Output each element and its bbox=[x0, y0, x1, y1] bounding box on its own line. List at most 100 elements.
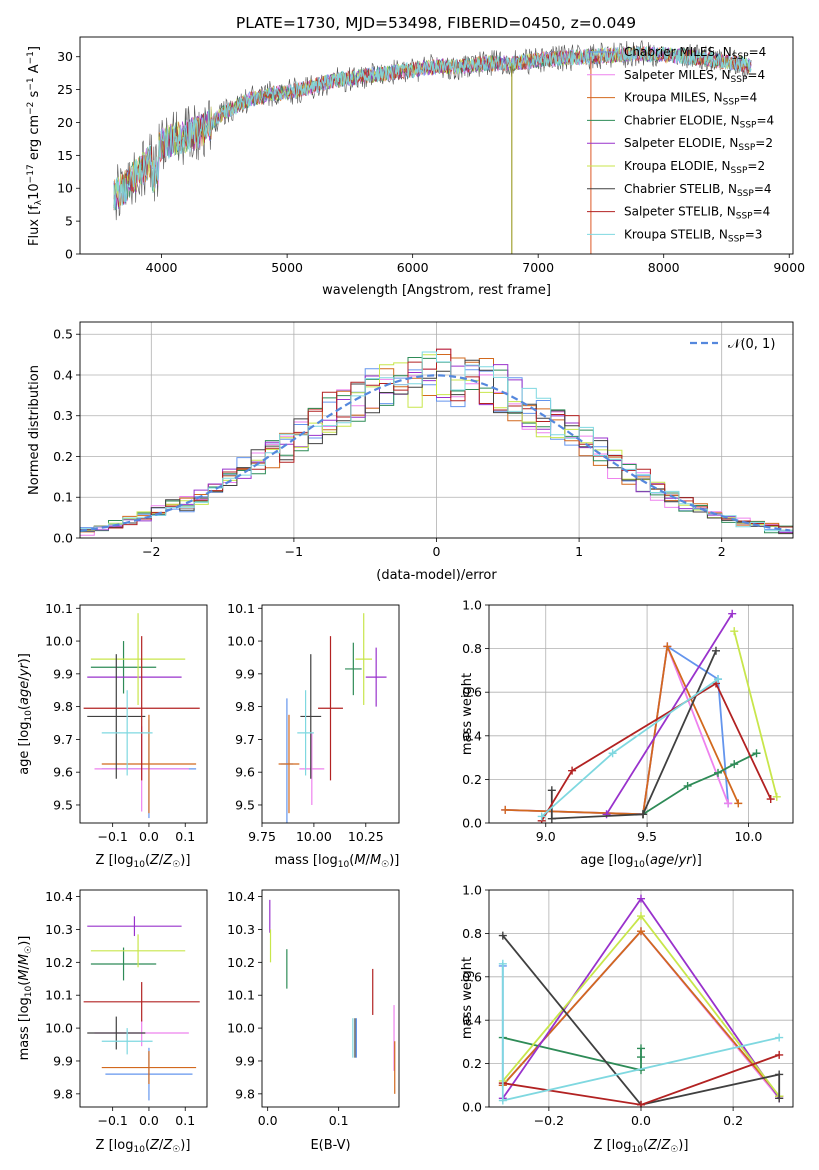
label-part: =4 bbox=[740, 91, 758, 105]
x-tick-label: −2 bbox=[142, 544, 160, 559]
plot-area bbox=[83, 916, 200, 1101]
label-part: )] bbox=[17, 936, 32, 946]
y-tick-label: 1.0 bbox=[462, 883, 482, 898]
x-tick-label: 2 bbox=[718, 544, 726, 559]
weight-marker bbox=[639, 810, 648, 819]
y-tick-label: 0.0 bbox=[462, 1100, 482, 1115]
x-tick-label: 9000 bbox=[773, 260, 805, 275]
weight-marker bbox=[547, 786, 556, 795]
y-tick-label: 10.0 bbox=[227, 634, 255, 649]
label-part: 10 bbox=[27, 183, 42, 200]
weight-series-line bbox=[502, 1036, 642, 1072]
label-part: 10 bbox=[133, 1145, 145, 1155]
weight-marker bbox=[772, 792, 781, 801]
x-tick-label: 0.0 bbox=[139, 829, 159, 844]
legend-label: Salpeter ELODIE, NSSP=2 bbox=[624, 136, 773, 153]
legend-label: Kroupa STELIB, NSSP=3 bbox=[624, 227, 762, 244]
label-part: Chabrier MILES, N bbox=[624, 45, 732, 59]
y-tick-label: 30 bbox=[57, 49, 73, 64]
weight-marker bbox=[602, 810, 611, 819]
label-part: =4 bbox=[753, 205, 771, 219]
label-part: Z [log bbox=[96, 853, 134, 868]
legend-label: Chabrier STELIB, NSSP=4 bbox=[624, 182, 772, 199]
x-tick-label: 10.00 bbox=[296, 829, 332, 844]
y-tick-label: 0.4 bbox=[462, 1013, 482, 1028]
label-part: ( bbox=[17, 981, 32, 986]
label-part: / bbox=[159, 1138, 164, 1153]
label-part: ☉ bbox=[670, 1145, 678, 1155]
spectrum-line bbox=[113, 46, 752, 211]
label-part: / bbox=[17, 964, 32, 969]
y-tick-label: 20 bbox=[57, 115, 73, 130]
y-axis-label: age [log10(age/yr)] bbox=[17, 653, 34, 775]
weight-marker bbox=[724, 799, 733, 808]
plot-area bbox=[269, 899, 396, 1094]
weight-marker bbox=[663, 642, 672, 651]
label-part: ( bbox=[645, 853, 650, 868]
y-tick-label: 10.3 bbox=[227, 922, 255, 937]
y-tick-label: 0.3 bbox=[53, 408, 73, 423]
label-part: SSP bbox=[740, 120, 757, 130]
x-tick-label: −1 bbox=[285, 544, 303, 559]
axes-frame bbox=[79, 604, 208, 824]
weight-marker bbox=[501, 805, 510, 814]
label-part: / bbox=[366, 853, 371, 868]
label-part: SSP bbox=[732, 52, 749, 62]
label-part: / bbox=[159, 853, 164, 868]
x-tick-label: 6000 bbox=[397, 260, 429, 275]
label-part: age [log bbox=[580, 853, 633, 868]
y-tick-label: 0.4 bbox=[462, 728, 482, 743]
x-tick-label: 9.0 bbox=[536, 829, 556, 844]
label-part: / bbox=[17, 676, 32, 681]
weight-marker bbox=[498, 1096, 507, 1105]
z-mass-panel: −0.1 0.0 0.1 9.8 9.9 10.0 10.1 10.2 10.3 10.4 Z [l… bbox=[17, 889, 208, 1155]
label-part: Salpeter MILES, N bbox=[624, 68, 731, 82]
y-tick-label: 10.3 bbox=[45, 922, 73, 937]
y-tick-label: 9.9 bbox=[235, 1053, 255, 1068]
x-tick-label: 7000 bbox=[522, 260, 554, 275]
weight-series-line bbox=[733, 630, 778, 798]
label-part: SSP bbox=[723, 98, 740, 108]
x-axis-label: age [log10(age/yr)] bbox=[580, 853, 702, 870]
y-tick-label: 10.4 bbox=[227, 889, 255, 904]
x-tick-label: 0.2 bbox=[723, 1113, 743, 1128]
label-part: −17 bbox=[26, 164, 36, 183]
z-age-panel: −0.1 0.0 0.19.59.69.79.89.910.010.1Z [log1… bbox=[17, 601, 208, 870]
y-tick-label: 0.8 bbox=[462, 641, 482, 656]
label-part: M bbox=[17, 969, 32, 980]
label-part: =4 bbox=[754, 182, 772, 196]
x-tick-label: 0 bbox=[433, 544, 441, 559]
label-part: Kroupa MILES, N bbox=[624, 91, 723, 105]
y-tick-label: 9.8 bbox=[235, 1086, 255, 1101]
label-part: ☉ bbox=[381, 860, 389, 870]
label-part: =4 bbox=[747, 68, 765, 82]
label-part: 10 bbox=[24, 985, 34, 997]
axes-frame bbox=[488, 604, 794, 824]
y-tick-label: 0.5 bbox=[53, 327, 73, 342]
x-tick-label: 0.0 bbox=[631, 1113, 651, 1128]
plot-area bbox=[83, 613, 200, 819]
x-tick-label: 0.1 bbox=[329, 1113, 349, 1128]
x-tick-label: 10.25 bbox=[348, 829, 384, 844]
y-tick-label: 0.6 bbox=[462, 969, 482, 984]
y-tick-label: 9.8 bbox=[235, 699, 255, 714]
axes-frame bbox=[488, 889, 794, 1108]
y-tick-label: 15 bbox=[57, 148, 73, 163]
y-tick-label: 9.6 bbox=[53, 765, 73, 780]
label-part: Z bbox=[149, 1138, 160, 1153]
label-part: age bbox=[17, 681, 32, 705]
label-part: SSP bbox=[738, 143, 755, 153]
legend-label: Salpeter STELIB, NSSP=4 bbox=[624, 205, 770, 222]
label-part: =3 bbox=[745, 227, 763, 241]
weight-series-line bbox=[550, 650, 717, 820]
axes-frame bbox=[79, 889, 208, 1108]
weight-marker bbox=[498, 959, 507, 968]
residuals-histogram-panel: −2 −1 0 1 2 0.0 0.1 0.2 0.3 0.4 0.5 𝒩(0, 1) (data-mo… bbox=[27, 321, 794, 583]
label-part: 10 bbox=[633, 860, 645, 870]
label-part: )] bbox=[17, 653, 32, 663]
label-part: ( bbox=[145, 853, 150, 868]
label-part: M bbox=[370, 853, 381, 868]
x-tick-label: −0.1 bbox=[97, 829, 127, 844]
y-tick-label: 9.9 bbox=[235, 666, 255, 681]
label-part: / bbox=[657, 1138, 662, 1153]
